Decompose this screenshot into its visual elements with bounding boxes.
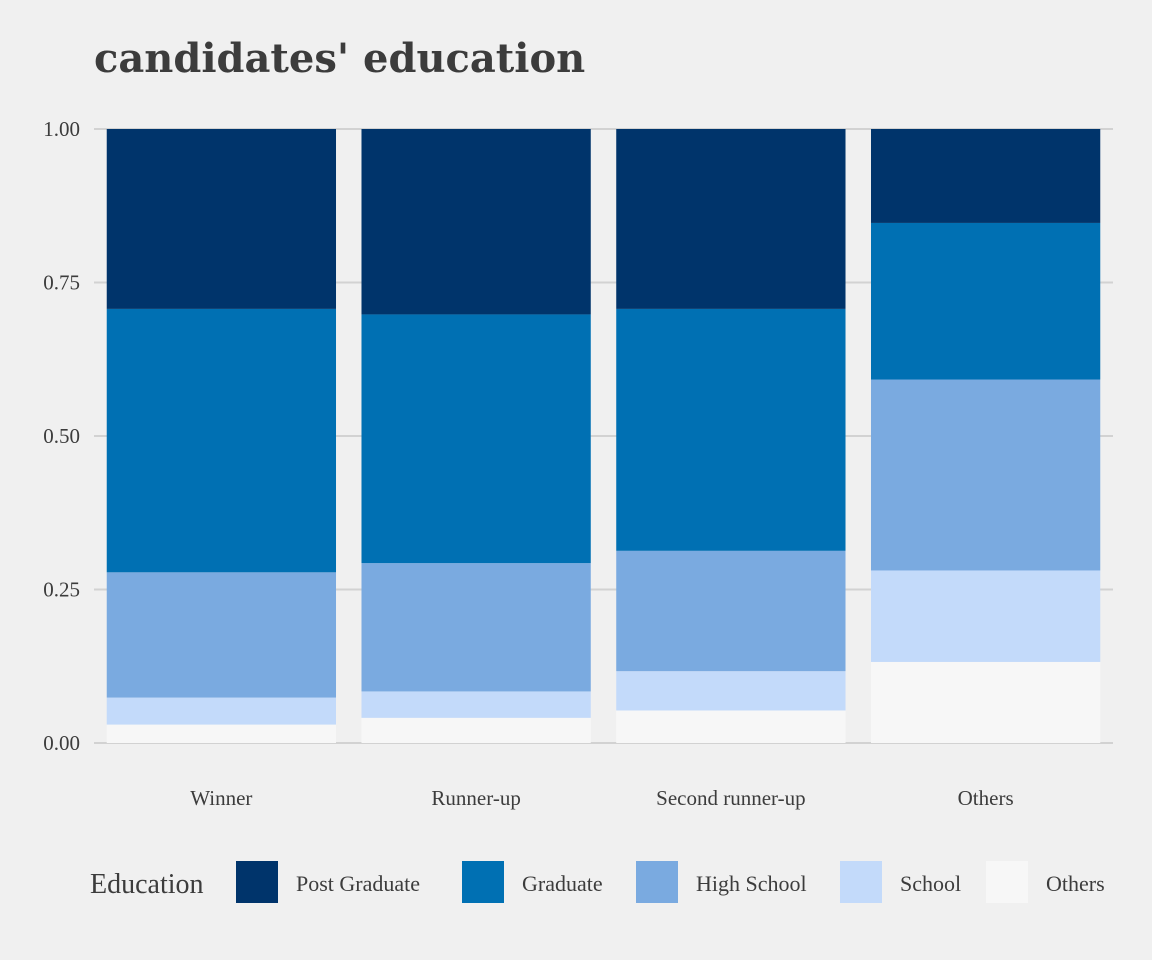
legend-key [462,861,504,903]
x-tick-label: Second runner-up [656,786,805,810]
bars [106,129,1101,743]
legend-label: High School [696,871,807,896]
bar-segment-post-graduate [870,129,1101,223]
legend-label: Graduate [522,871,603,896]
bar-segment-graduate [870,222,1101,380]
y-axis-ticks: 0.00 0.25 0.50 0.75 1.00 [43,117,80,755]
x-tick-label: Winner [190,786,252,810]
bar-segment-post-graduate [361,129,591,315]
legend-key [636,861,678,903]
bar-segment-post-graduate [106,129,337,309]
legend-label: Post Graduate [296,871,420,896]
bar-segment-others [870,661,1101,743]
bar-segment-school [361,691,591,718]
bar-segment-school [106,697,337,725]
legend-label: Others [1046,871,1105,896]
chart-title: candidates' education [94,35,585,82]
x-tick-label: Runner-up [431,786,520,810]
y-tick-label: 1.00 [43,117,80,141]
legend: Education Post Graduate Graduate High Scho… [90,861,1105,903]
bar-segment-school [870,570,1101,662]
bar-segment-graduate [361,314,591,564]
bar-segment-school [616,671,846,711]
bar-segment-others [616,710,846,743]
bar-segment-others [106,724,337,743]
legend-key [236,861,278,903]
bar-segment-high-school [616,550,846,672]
bar-segment-high-school [361,563,591,692]
bar-segment-graduate [616,308,846,551]
legend-key [840,861,882,903]
x-tick-label: Others [958,786,1014,810]
bar-segment-others [361,717,591,743]
legend-title: Education [90,869,204,900]
y-tick-label: 0.50 [43,424,80,448]
bar-segment-post-graduate [616,129,846,309]
x-axis-ticks: Winner Runner-up Second runner-up Others [190,786,1013,810]
bar-segment-graduate [106,308,337,573]
bar-segment-high-school [870,379,1101,571]
legend-label: School [900,871,961,896]
y-tick-label: 0.75 [43,271,80,295]
y-tick-label: 0.00 [43,731,80,755]
bar-segment-high-school [106,572,337,698]
legend-key [986,861,1028,903]
y-tick-label: 0.25 [43,578,80,602]
